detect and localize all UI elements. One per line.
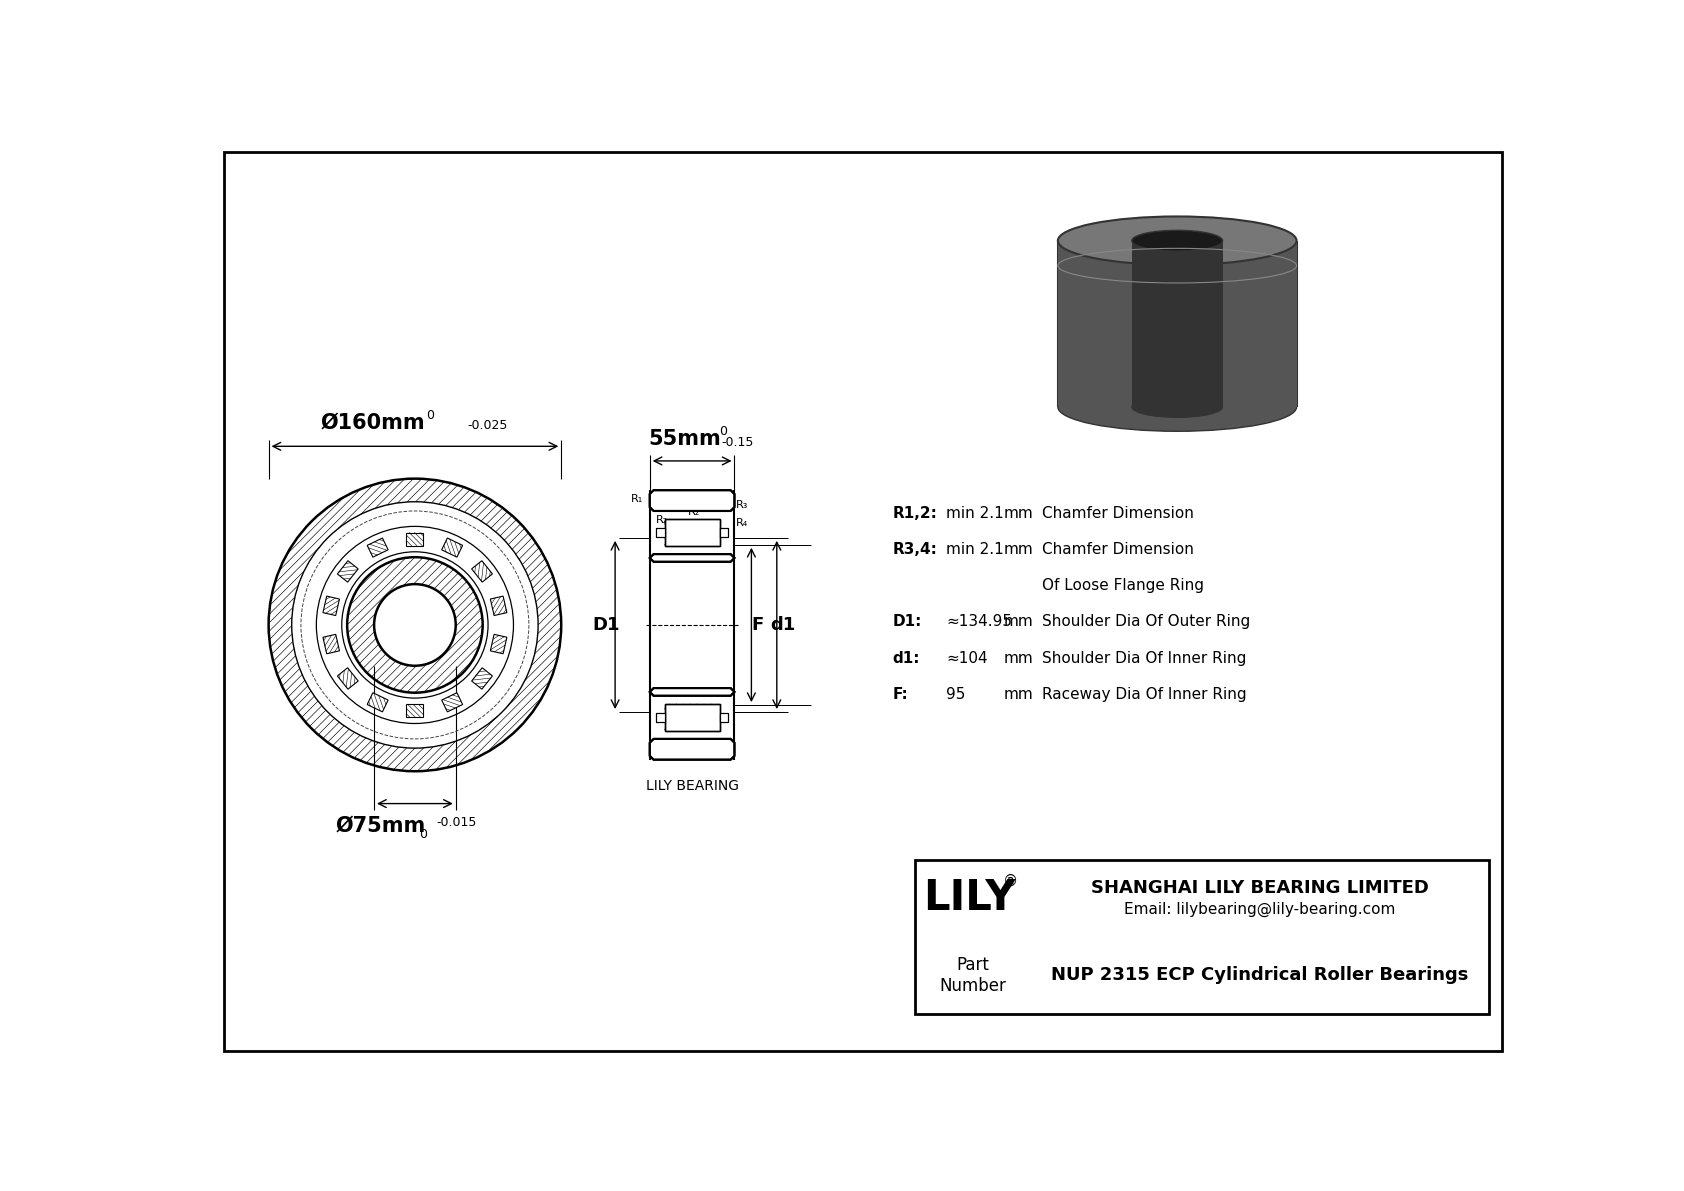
Text: -0.015: -0.015 <box>436 816 477 829</box>
Text: Ø160mm: Ø160mm <box>320 412 424 432</box>
Text: 0: 0 <box>426 409 434 422</box>
Ellipse shape <box>1132 230 1223 251</box>
Text: 95: 95 <box>946 687 965 701</box>
Polygon shape <box>367 538 387 557</box>
Bar <box>719 713 727 722</box>
Bar <box>665 519 719 545</box>
Text: R3,4:: R3,4: <box>893 542 938 557</box>
Text: mm: mm <box>1004 615 1034 629</box>
Text: R1,2:: R1,2: <box>893 506 938 520</box>
Text: Shoulder Dia Of Outer Ring: Shoulder Dia Of Outer Ring <box>1042 615 1251 629</box>
Polygon shape <box>441 538 463 557</box>
Polygon shape <box>472 668 492 690</box>
Bar <box>916 860 1489 1014</box>
Polygon shape <box>441 693 463 712</box>
Bar <box>665 704 719 731</box>
Bar <box>657 529 665 537</box>
Text: R₁: R₁ <box>722 503 734 512</box>
Polygon shape <box>490 635 507 654</box>
Polygon shape <box>650 554 734 562</box>
Bar <box>665 519 719 545</box>
Text: R₄: R₄ <box>736 518 748 529</box>
Text: d1: d1 <box>770 616 795 634</box>
Text: F:: F: <box>893 687 908 701</box>
Polygon shape <box>337 668 359 690</box>
Polygon shape <box>650 688 734 696</box>
Text: LILY: LILY <box>923 878 1015 919</box>
Polygon shape <box>323 635 340 654</box>
Text: mm: mm <box>1004 650 1034 666</box>
Polygon shape <box>337 561 359 582</box>
Bar <box>665 704 719 731</box>
Polygon shape <box>323 597 340 616</box>
Text: LILY BEARING: LILY BEARING <box>645 779 739 793</box>
Text: ≈104: ≈104 <box>946 650 989 666</box>
Text: ≈134.95: ≈134.95 <box>946 615 1012 629</box>
Text: ®: ® <box>1002 874 1017 888</box>
Text: 55mm: 55mm <box>648 429 721 449</box>
Text: -0.025: -0.025 <box>466 419 507 432</box>
Bar <box>1132 241 1223 407</box>
Bar <box>719 529 727 537</box>
Text: Ø75mm: Ø75mm <box>335 816 426 836</box>
Text: d1:: d1: <box>893 650 919 666</box>
Text: min 2.1: min 2.1 <box>946 542 1004 557</box>
Ellipse shape <box>1058 217 1297 264</box>
Text: Shoulder Dia Of Inner Ring: Shoulder Dia Of Inner Ring <box>1042 650 1246 666</box>
Text: F: F <box>751 616 763 634</box>
Text: R₂: R₂ <box>687 506 701 517</box>
Polygon shape <box>367 693 387 712</box>
Text: -0.15: -0.15 <box>721 436 754 449</box>
Text: R₃: R₃ <box>736 500 748 510</box>
Polygon shape <box>406 704 423 717</box>
Text: NUP 2315 ECP Cylindrical Roller Bearings: NUP 2315 ECP Cylindrical Roller Bearings <box>1051 966 1468 984</box>
Polygon shape <box>406 532 423 545</box>
Bar <box>719 529 727 537</box>
Text: min 2.1: min 2.1 <box>946 506 1004 520</box>
Text: 0: 0 <box>419 828 426 841</box>
Text: D1:: D1: <box>893 615 921 629</box>
Bar <box>657 713 665 722</box>
Polygon shape <box>490 597 507 616</box>
Text: Chamfer Dimension: Chamfer Dimension <box>1042 542 1194 557</box>
Ellipse shape <box>1058 382 1297 431</box>
Text: Of Loose Flange Ring: Of Loose Flange Ring <box>1042 578 1204 593</box>
Text: mm: mm <box>1004 506 1034 520</box>
Text: SHANGHAI LILY BEARING LIMITED: SHANGHAI LILY BEARING LIMITED <box>1091 879 1430 897</box>
Ellipse shape <box>1132 397 1223 417</box>
Polygon shape <box>650 491 734 511</box>
Polygon shape <box>650 738 734 760</box>
Text: R₁: R₁ <box>632 494 643 505</box>
Text: mm: mm <box>1004 542 1034 557</box>
Text: 0: 0 <box>719 425 727 438</box>
Text: R₂: R₂ <box>657 516 669 525</box>
Text: Chamfer Dimension: Chamfer Dimension <box>1042 506 1194 520</box>
Bar <box>657 529 665 537</box>
Bar <box>719 713 727 722</box>
Bar <box>657 713 665 722</box>
Polygon shape <box>472 561 492 582</box>
Text: mm: mm <box>1004 687 1034 701</box>
Text: Raceway Dia Of Inner Ring: Raceway Dia Of Inner Ring <box>1042 687 1248 701</box>
Text: Part
Number: Part Number <box>940 956 1007 994</box>
Text: Email: lilybearing@lily-bearing.com: Email: lilybearing@lily-bearing.com <box>1125 902 1396 917</box>
Bar <box>1058 241 1297 407</box>
Text: D1: D1 <box>593 616 620 634</box>
